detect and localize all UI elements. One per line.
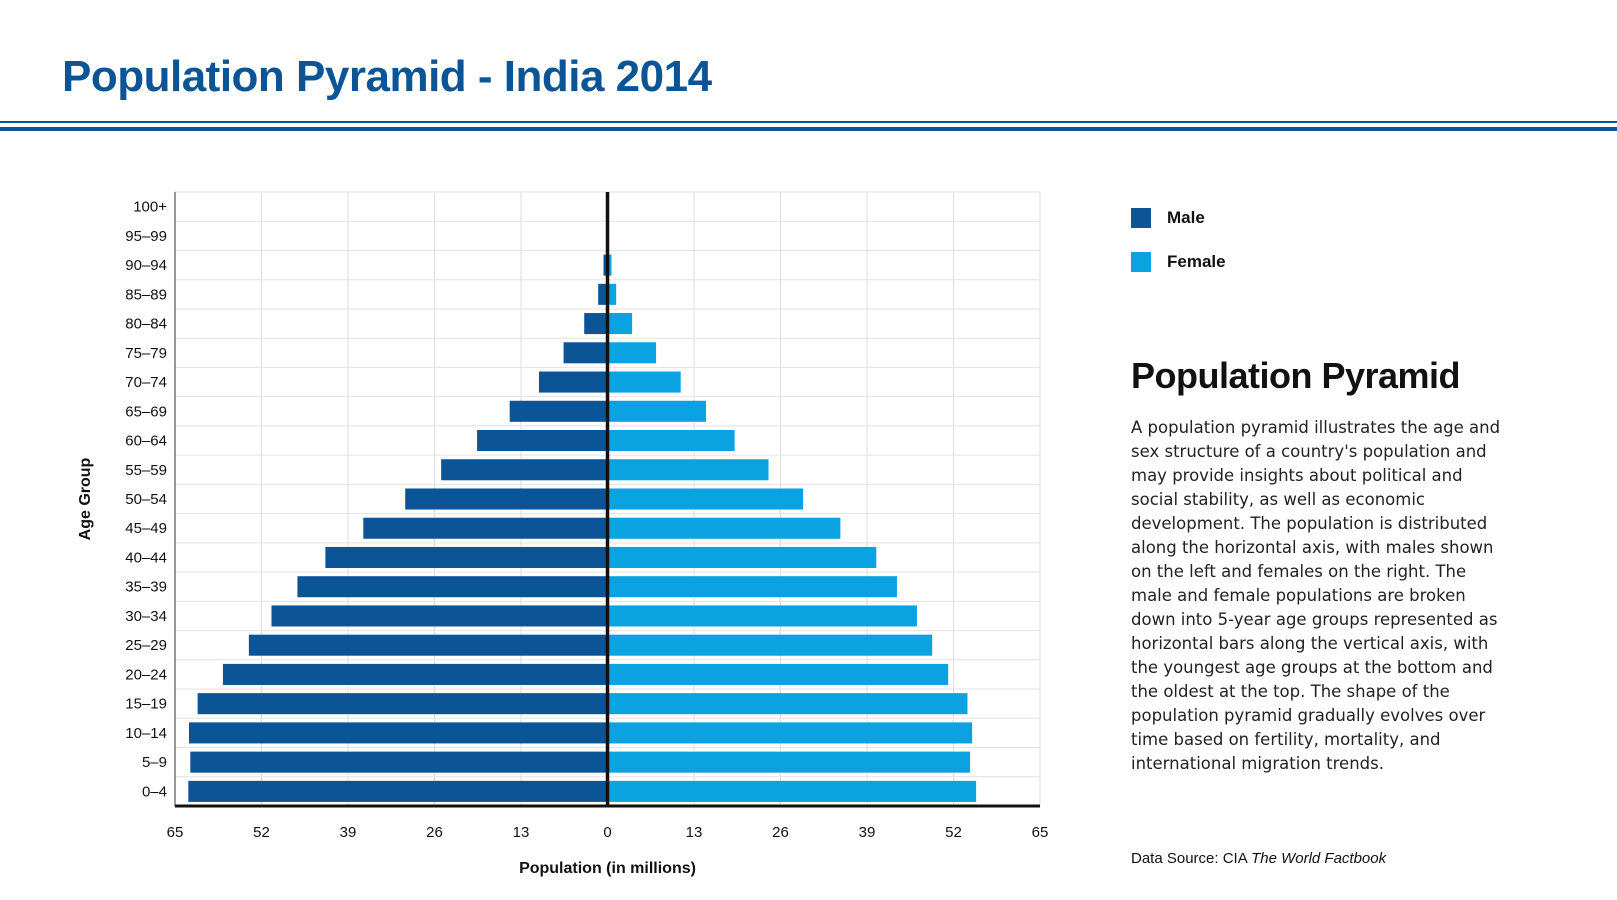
y-tick-label: 40–44 bbox=[125, 549, 167, 566]
bar-female-60–64 bbox=[607, 429, 735, 452]
bar-female-10–14 bbox=[607, 722, 973, 744]
bar-female-40–44 bbox=[607, 546, 877, 569]
bar-male-10–14 bbox=[188, 722, 608, 744]
y-tick-label: 30–34 bbox=[125, 608, 167, 625]
bar-male-80–84 bbox=[584, 313, 608, 335]
x-tick-label: 13 bbox=[513, 824, 530, 841]
y-tick-label: 35–39 bbox=[125, 579, 167, 596]
x-tick-label: 0 bbox=[603, 824, 611, 841]
y-tick-label: 80–84 bbox=[125, 316, 167, 333]
legend-label-female: Female bbox=[1167, 252, 1226, 271]
y-tick-label: 85–89 bbox=[125, 286, 167, 303]
population-pyramid-chart: 0–4 5–9 10–14 15–19 20–24 25–29 30–34 35–39 40–4… bbox=[77, 191, 1049, 877]
bar-male-85–89 bbox=[598, 283, 608, 305]
bar-female-45–49 bbox=[607, 517, 841, 539]
bar-female-20–24 bbox=[607, 663, 949, 685]
y-tick-label: 15–19 bbox=[125, 696, 167, 713]
x-tick-label: 39 bbox=[340, 824, 357, 841]
bar-male-25–29 bbox=[248, 634, 608, 656]
data-source: Data Source: CIA The World Factbook bbox=[1131, 850, 1386, 867]
bar-male-15–19 bbox=[197, 693, 608, 715]
bar-male-50–54 bbox=[405, 488, 608, 510]
bar-male-55–59 bbox=[441, 459, 608, 481]
y-tick-label: 90–94 bbox=[125, 257, 167, 274]
y-tick-label: 95–99 bbox=[125, 228, 167, 245]
bar-male-90–94 bbox=[603, 254, 608, 276]
bar-female-65–69 bbox=[607, 400, 706, 422]
bar-female-15–19 bbox=[607, 693, 968, 715]
data-source-prefix: Data Source: CIA bbox=[1131, 850, 1252, 867]
y-tick-label: 55–59 bbox=[125, 462, 167, 479]
x-tick-label: 39 bbox=[859, 824, 876, 841]
bar-male-35–39 bbox=[297, 576, 608, 598]
y-tick-label: 25–29 bbox=[125, 637, 167, 654]
y-tick-label: 100+ bbox=[133, 199, 167, 216]
y-tick-label: 5–9 bbox=[142, 754, 167, 771]
page-title: Population Pyramid - India 2014 bbox=[62, 52, 712, 101]
legend-swatch-male bbox=[1131, 208, 1151, 228]
sidebar-heading: Population Pyramid bbox=[1131, 355, 1461, 396]
bar-female-35–39 bbox=[607, 576, 897, 598]
bar-male-75–79 bbox=[563, 342, 608, 364]
x-tick-label: 13 bbox=[686, 824, 703, 841]
bar-female-50–54 bbox=[607, 488, 804, 510]
bar-male-20–24 bbox=[222, 663, 608, 685]
bar-female-0–4 bbox=[607, 780, 977, 802]
bar-male-0–4 bbox=[188, 780, 608, 802]
y-tick-label: 50–54 bbox=[125, 491, 167, 508]
x-tick-label: 52 bbox=[945, 824, 962, 841]
legend-swatch-female bbox=[1131, 252, 1151, 272]
bar-male-30–34 bbox=[271, 605, 608, 627]
y-tick-label: 60–64 bbox=[125, 433, 167, 450]
bar-female-55–59 bbox=[607, 459, 769, 481]
bar-male-65–69 bbox=[509, 400, 608, 422]
bar-male-70–74 bbox=[538, 371, 608, 393]
y-tick-label: 75–79 bbox=[125, 345, 167, 362]
bar-female-25–29 bbox=[607, 634, 933, 656]
bar-male-60–64 bbox=[477, 429, 608, 452]
legend-label-male: Male bbox=[1167, 208, 1205, 227]
sidebar-description: A population pyramid illustrates the age… bbox=[1131, 418, 1501, 773]
bar-female-85–89 bbox=[607, 283, 617, 305]
bar-male-40–44 bbox=[325, 546, 608, 569]
title-rule-thin bbox=[0, 121, 1617, 123]
title-rule-thick bbox=[0, 127, 1617, 131]
bar-female-70–74 bbox=[607, 371, 681, 393]
y-tick-label: 0–4 bbox=[142, 783, 167, 800]
y-axis-title: Age Group bbox=[77, 457, 94, 540]
y-tick-label: 70–74 bbox=[125, 374, 167, 391]
bar-male-5–9 bbox=[190, 751, 608, 773]
x-axis-title: Population (in millions) bbox=[519, 860, 696, 877]
bar-female-80–84 bbox=[607, 313, 633, 335]
y-tick-label: 45–49 bbox=[125, 520, 167, 537]
x-tick-label: 26 bbox=[772, 824, 789, 841]
bar-female-30–34 bbox=[607, 605, 917, 627]
bar-female-5–9 bbox=[607, 751, 971, 773]
y-tick-label: 10–14 bbox=[125, 725, 167, 742]
bar-male-45–49 bbox=[363, 517, 608, 539]
x-tick-label: 65 bbox=[167, 824, 184, 841]
x-tick-label: 65 bbox=[1032, 824, 1049, 841]
data-source-title: The World Factbook bbox=[1251, 850, 1387, 867]
bar-female-90–94 bbox=[607, 254, 612, 276]
bar-female-75–79 bbox=[607, 342, 657, 364]
y-tick-label: 65–69 bbox=[125, 403, 167, 420]
x-tick-label: 26 bbox=[426, 824, 443, 841]
x-tick-label: 52 bbox=[253, 824, 270, 841]
y-tick-label: 20–24 bbox=[125, 666, 167, 683]
